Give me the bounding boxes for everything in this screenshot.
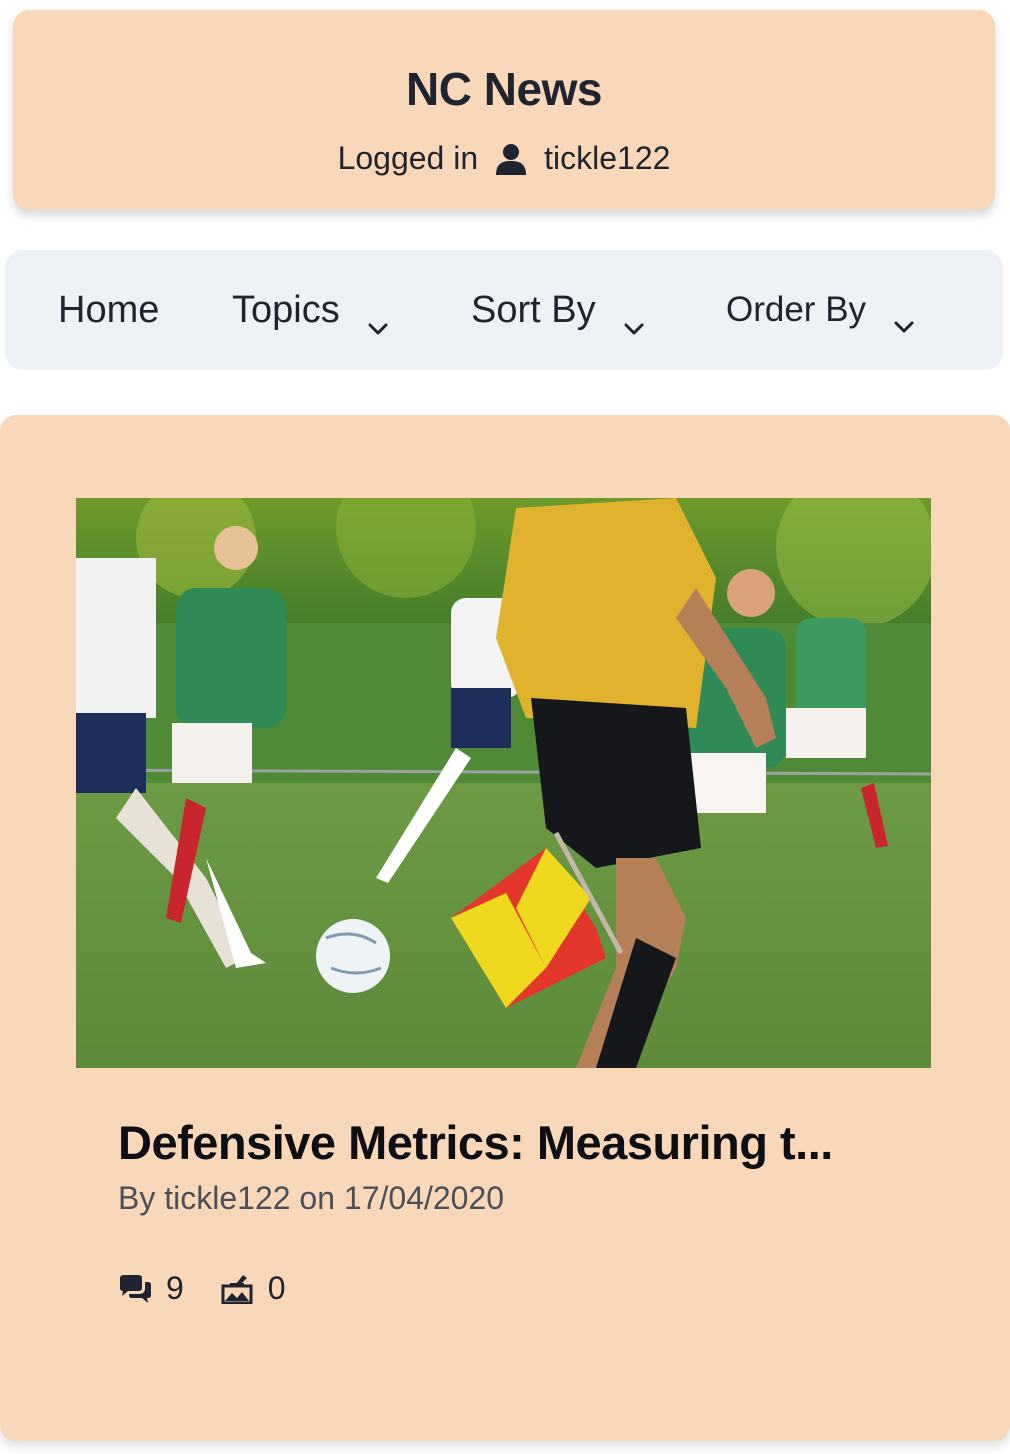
article-title[interactable]: Defensive Metrics: Measuring t... bbox=[118, 1116, 833, 1169]
nav-order-by-label: Order By bbox=[726, 290, 867, 329]
vote-count: 0 bbox=[267, 1270, 286, 1306]
nav-bar: Home Topics Sort By Order By bbox=[5, 250, 1003, 370]
logged-in-label: Logged in bbox=[337, 140, 479, 176]
chevron-down-icon bbox=[368, 303, 388, 335]
article-card[interactable]: Defensive Metrics: Measuring t... By tic… bbox=[0, 415, 1010, 1441]
nav-home-link[interactable]: Home bbox=[58, 250, 159, 370]
article-image[interactable] bbox=[76, 498, 931, 1068]
chevron-down-icon bbox=[894, 303, 914, 333]
nav-home-label: Home bbox=[58, 288, 160, 331]
user-icon bbox=[494, 142, 528, 176]
vote-box-icon[interactable] bbox=[220, 1274, 254, 1304]
article-byline: By tickle122 on 17/04/2020 bbox=[118, 1180, 505, 1216]
comments-icon bbox=[118, 1274, 152, 1304]
article-stats: 9 0 bbox=[118, 1270, 322, 1307]
header-card: NC News Logged in tickle122 bbox=[13, 10, 995, 210]
comment-count: 9 bbox=[166, 1270, 184, 1306]
nav-order-by-dropdown[interactable]: Order By bbox=[726, 250, 914, 370]
login-status: Logged in tickle122 bbox=[13, 140, 995, 177]
nav-sort-by-label: Sort By bbox=[471, 288, 596, 331]
username[interactable]: tickle122 bbox=[544, 140, 671, 176]
nav-topics-label: Topics bbox=[232, 288, 340, 331]
nav-topics-dropdown[interactable]: Topics bbox=[232, 250, 388, 370]
nav-sort-by-dropdown[interactable]: Sort By bbox=[471, 250, 644, 370]
site-title: NC News bbox=[406, 63, 602, 115]
chevron-down-icon bbox=[624, 303, 644, 335]
